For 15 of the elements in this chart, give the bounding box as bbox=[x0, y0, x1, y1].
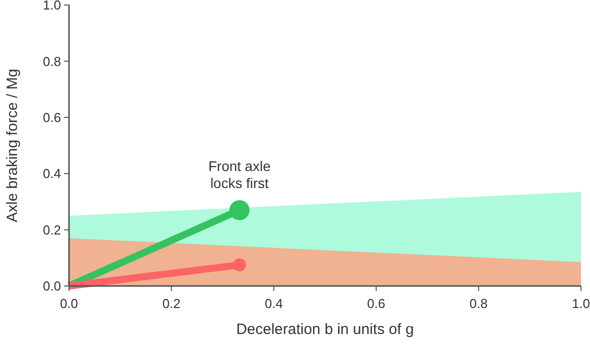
y-tick-label: 0.2 bbox=[42, 222, 61, 238]
y-tick-label: 0.6 bbox=[42, 110, 61, 125]
x-tick-label: 0.0 bbox=[60, 296, 78, 311]
x-tick-label: 0.6 bbox=[367, 296, 386, 311]
x-axis-title: Deceleration b in units of g bbox=[236, 321, 414, 338]
x-tick-label: 0.2 bbox=[162, 296, 180, 311]
x-tick-label: 0.8 bbox=[470, 296, 488, 311]
annotation: Front axle locks first bbox=[208, 158, 271, 192]
y-tick-label: 0.8 bbox=[42, 54, 61, 69]
x-tick-label: 0.4 bbox=[264, 296, 283, 311]
x-tick-label: 1.0 bbox=[572, 296, 590, 311]
y-tick-label: 0.4 bbox=[42, 166, 61, 182]
y-tick-label: 0.0 bbox=[42, 278, 61, 294]
y-axis-title: Axle braking force / Mg bbox=[4, 68, 21, 222]
y-tick-label: 1.0 bbox=[42, 0, 61, 13]
